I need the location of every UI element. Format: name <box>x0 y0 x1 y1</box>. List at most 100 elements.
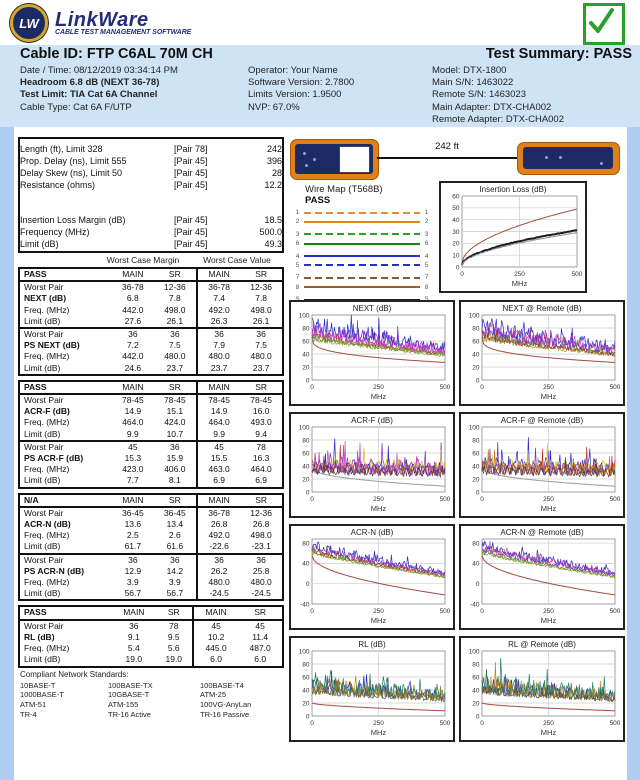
svg-text:MHz: MHz <box>371 616 387 625</box>
standard-item: TR-16 Active <box>108 709 151 719</box>
svg-text:MHz: MHz <box>541 392 557 401</box>
wc-status-row: N/A MAIN SR MAIN SR <box>20 494 282 508</box>
header-info-col-1: Date / Time: 08/12/2019 03:34:14 PM Headr… <box>20 65 178 114</box>
wc-row: Limit (dB) 61.7 61.6 -22.6 -23.1 <box>20 541 282 554</box>
svg-text:ACR-F @ Remote (dB): ACR-F @ Remote (dB) <box>501 416 584 425</box>
svg-text:250: 250 <box>543 608 554 615</box>
wc-row: Freq. (MHz) 442.0 498.0 492.0 498.0 <box>24 304 272 316</box>
worst-case-section-next-db-: PASS MAIN SR MAIN SR Worst Pair 36-78 12-36 36-7… <box>18 267 284 376</box>
header-info-line: Limits Version: 1.9500 <box>248 89 342 101</box>
worst-case-margin-header: Worst Case Margin <box>106 255 180 265</box>
svg-text:20: 20 <box>472 700 480 707</box>
wc-status-row: PASS MAIN SR MAIN SR <box>20 381 282 396</box>
svg-text:250: 250 <box>543 384 554 391</box>
result-row <box>20 191 282 214</box>
svg-text:500: 500 <box>610 384 621 391</box>
svg-text:RL @ Remote (dB): RL @ Remote (dB) <box>508 640 576 649</box>
worst-case-headers: Worst Case Margin Worst Case Value <box>18 255 284 265</box>
wire-line <box>304 255 420 258</box>
brand-name: LinkWare <box>55 8 149 31</box>
svg-text:NEXT (dB): NEXT (dB) <box>353 304 392 313</box>
brand-subtitle: CABLE TEST MANAGEMENT SOFTWARE <box>55 28 192 36</box>
svg-text:250: 250 <box>373 608 384 615</box>
chart-acr-f-remote-db: ACR-F @ Remote (dB) 0 20 40 60 80 100 0 250 500 MH… <box>459 412 625 518</box>
svg-text:0: 0 <box>306 713 310 720</box>
svg-text:20: 20 <box>302 364 310 371</box>
svg-text:0: 0 <box>306 489 310 496</box>
chart-insertion-loss-db: Insertion Loss (dB) 0 10 20 30 40 50 60 0 250 500 M… <box>439 181 587 293</box>
svg-text:ACR-N (dB): ACR-N (dB) <box>351 528 394 537</box>
svg-text:30: 30 <box>452 229 460 236</box>
chart-acr-f-db: ACR-F (dB) 0 20 40 60 80 100 0 250 500 MHz <box>289 412 455 518</box>
svg-text:40: 40 <box>472 463 480 470</box>
wc-row: PS NEXT (dB) 7.2 7.5 7.9 7.5 <box>24 340 268 352</box>
wc-row: Limit (dB) 27.6 26.1 26.3 26.1 <box>20 315 282 329</box>
svg-text:0: 0 <box>480 384 484 391</box>
tester-screen <box>339 146 370 173</box>
test-summary-title: Test Summary: PASS <box>485 46 632 62</box>
svg-text:MHz: MHz <box>371 392 387 401</box>
wc-row: Worst Pair 78-45 78-45 78-45 78-45 <box>24 394 273 407</box>
header-info-line: Software Version: 2.7800 <box>248 77 355 89</box>
svg-text:100: 100 <box>469 312 480 319</box>
svg-text:60: 60 <box>302 674 310 681</box>
svg-text:MHz: MHz <box>541 504 557 513</box>
svg-text:250: 250 <box>543 720 554 727</box>
svg-text:NEXT @ Remote (dB): NEXT @ Remote (dB) <box>502 304 581 313</box>
wire-line <box>304 211 420 214</box>
svg-text:0: 0 <box>310 720 314 727</box>
svg-text:80: 80 <box>302 437 310 444</box>
wc-row: Worst Pair 36 36 36 36 <box>20 552 282 566</box>
worst-case-value-header: Worst Case Value <box>203 255 271 265</box>
wire-line <box>304 276 420 279</box>
wc-row: RL (dB) 9.1 9.5 10.2 11.4 <box>24 631 269 644</box>
wc-row: Freq. (MHz) 464.0 424.0 464.0 493.0 <box>24 417 272 429</box>
svg-text:20: 20 <box>302 700 310 707</box>
svg-text:MHz: MHz <box>541 616 557 625</box>
worst-case-section-acr-n-db-: N/A MAIN SR MAIN SR Worst Pair 36-45 36-45 36-78… <box>18 492 284 602</box>
svg-text:100: 100 <box>469 648 480 655</box>
svg-text:20: 20 <box>452 241 460 248</box>
standard-item: 10BASE-T <box>20 680 56 690</box>
pass-checkmark-icon <box>583 3 625 45</box>
chart-acr-n-remote-db: ACR-N @ Remote (dB) -40 0 40 80 0 250 500 MHz <box>459 524 625 630</box>
wc-row: Freq. (MHz) 442.0 480.0 480.0 480.0 <box>24 351 272 363</box>
svg-text:500: 500 <box>440 496 451 503</box>
svg-text:0: 0 <box>456 264 460 271</box>
chart-acr-n-db: ACR-N (dB) -40 0 40 80 0 250 500 MHz <box>289 524 455 630</box>
wire-line <box>304 242 420 245</box>
header-info-line: Model: DTX-1800 <box>432 65 507 76</box>
svg-text:60: 60 <box>472 674 480 681</box>
svg-text:0: 0 <box>480 496 484 503</box>
worst-case-section-rl-db-: PASS MAIN SR MAIN SR Worst Pair 36 78 45 45 RL (dB… <box>18 605 284 668</box>
wc-status-row: PASS MAIN SR MAIN SR <box>20 607 282 621</box>
page-right-margin <box>627 127 640 780</box>
standard-item: 100BASE-TX <box>108 680 153 690</box>
result-row: Resistance (ohms) [Pair 45] 12.2 <box>20 180 282 190</box>
result-row: Length (ft), Limit 328 [Pair 78] 242 <box>20 144 282 154</box>
wire-line <box>304 233 420 236</box>
cable-id-title: Cable ID: FTP C6AL 70M CH <box>20 46 213 62</box>
page-left-margin <box>0 127 14 780</box>
wire-line <box>304 298 420 301</box>
svg-text:100: 100 <box>469 424 480 431</box>
svg-text:80: 80 <box>472 540 480 547</box>
remote-tester-image <box>517 142 620 175</box>
svg-text:80: 80 <box>472 325 480 332</box>
svg-text:60: 60 <box>302 450 310 457</box>
standards-title: Compliant Network Standards: <box>20 670 129 679</box>
svg-text:-40: -40 <box>300 601 310 608</box>
report-header: Cable ID: FTP C6AL 70M CH Test Summary: … <box>0 45 640 127</box>
wire-map-status: PASS <box>305 195 331 206</box>
svg-text:500: 500 <box>610 720 621 727</box>
svg-text:500: 500 <box>572 271 583 278</box>
svg-text:250: 250 <box>514 271 525 278</box>
wc-row: Freq. (MHz) 3.9 3.9 480.0 480.0 <box>24 577 272 589</box>
main-tester-image <box>290 139 379 180</box>
